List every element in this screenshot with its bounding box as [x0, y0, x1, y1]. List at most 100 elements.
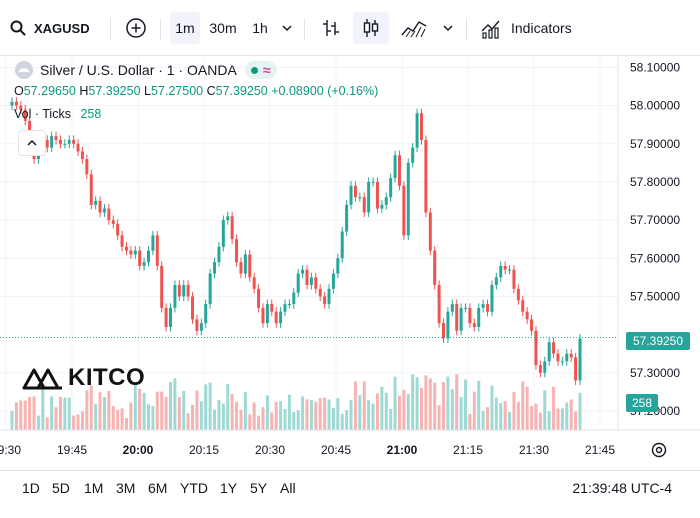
volume-bar [565, 402, 569, 430]
candle-body [362, 197, 366, 213]
volume-bar [530, 406, 534, 430]
settings-icon[interactable] [651, 442, 667, 458]
candle-body [406, 162, 410, 236]
volume-bar [543, 390, 547, 430]
price-chart[interactable]: 58.10000 58.00000 57.90000 57.80000 57.70000… [0, 56, 700, 470]
interval-30m[interactable]: 30m [206, 12, 240, 44]
clock: 21:39:48 UTC-4 [572, 480, 672, 496]
indicators-button[interactable]: Indicators [480, 12, 572, 44]
range-1m[interactable]: 1M [84, 480, 104, 496]
volume-value: 258 [80, 107, 102, 121]
volume-bar [393, 376, 397, 430]
candle-body [538, 365, 542, 373]
x-tick-label: 19:30 [0, 443, 21, 457]
volume-bar [472, 391, 476, 430]
x-tick-label: 20:00 [123, 443, 154, 457]
compare-button[interactable] [122, 12, 150, 44]
volume-bar [384, 392, 388, 430]
candle-body [252, 277, 256, 289]
volume-bar [411, 374, 415, 430]
volume-bar [19, 400, 23, 430]
candle-body [226, 216, 230, 221]
candle-body [89, 174, 93, 205]
candle-body [23, 109, 27, 121]
volume-bar [345, 410, 349, 430]
volume-bar [556, 408, 560, 430]
volume-bar [459, 397, 463, 430]
range-all[interactable]: All [280, 480, 296, 496]
wave-icon: ≈ [262, 62, 271, 78]
candle-body [411, 147, 415, 163]
candle-body [182, 284, 186, 297]
bars-style-button[interactable] [316, 12, 346, 44]
candle-body [446, 311, 450, 339]
ohlc-values: O57.29650 H57.39250 L57.27500 C57.39250 … [14, 84, 378, 98]
volume-bar [424, 375, 428, 430]
range-5d[interactable]: 5D [52, 480, 70, 496]
candle-body [327, 288, 331, 305]
candles-style-button[interactable] [353, 12, 389, 44]
candlesticks [10, 97, 582, 385]
volume-bar [76, 414, 80, 430]
candle-body [85, 159, 89, 175]
volume-bar [274, 401, 278, 430]
area-style-button[interactable] [398, 12, 430, 44]
volume-bar [525, 386, 529, 430]
candle-body [296, 273, 300, 293]
candle-body [437, 284, 441, 324]
chart-legend: Silver / U.S. Dollar · 1 · OANDA ≈ [14, 60, 277, 80]
interval-1m-label: 1m [175, 20, 195, 36]
range-1d[interactable]: 1D [22, 480, 40, 496]
candle-body [138, 250, 142, 266]
candlestick-icon [363, 19, 379, 37]
candle-body [155, 235, 159, 266]
candle-body [534, 330, 538, 366]
volume-bar [226, 383, 230, 430]
volume-bar [151, 406, 155, 430]
volume-bar [446, 376, 450, 430]
chart-style-dropdown[interactable] [440, 12, 456, 44]
candle-body [63, 143, 67, 145]
silver-coin-icon [15, 61, 33, 79]
volume-bar [468, 413, 472, 430]
candle-body [58, 139, 62, 144]
volume-bar [406, 394, 410, 430]
volume-bar [80, 411, 84, 430]
range-6m[interactable]: 6M [148, 480, 168, 496]
volume-bar [186, 413, 190, 430]
volume-bar [32, 396, 36, 430]
volume-bar [428, 378, 432, 430]
candle-body [459, 307, 463, 331]
legend-title: Silver / U.S. Dollar · 1 · OANDA [40, 62, 237, 78]
volume-legend: Vol · Ticks 258 [14, 107, 101, 121]
interval-dropdown[interactable] [278, 12, 296, 44]
volume-bar [309, 400, 313, 430]
candle-body [353, 185, 357, 198]
y-tick-label: 57.70000 [630, 213, 680, 227]
volume-bar [516, 401, 520, 430]
range-ytd[interactable]: YTD [180, 480, 208, 496]
interval-1m[interactable]: 1m [170, 12, 200, 44]
volume-bar [323, 397, 327, 430]
candle-body [508, 269, 512, 271]
candle-body [142, 262, 146, 266]
volume-bar [50, 396, 54, 430]
plus-circle-icon [126, 18, 146, 38]
kitco-logo-mark [22, 368, 62, 390]
candle-body [402, 185, 406, 236]
volume-bar [124, 418, 128, 430]
volume-bar [146, 404, 150, 430]
volume-bar [283, 409, 287, 430]
x-tick-label: 21:15 [453, 443, 483, 457]
range-5y[interactable]: 5Y [250, 480, 268, 496]
volume-bar [72, 415, 76, 430]
collapse-legend-button[interactable] [18, 130, 46, 156]
range-1y[interactable]: 1Y [220, 480, 238, 496]
candle-body [349, 185, 353, 205]
candle-body [274, 311, 278, 324]
volume-bar [415, 377, 419, 430]
symbol-search[interactable]: XAGUSD [10, 12, 90, 44]
open-value: 57.29650 [23, 84, 76, 98]
interval-1h[interactable]: 1h [246, 12, 274, 44]
range-3m[interactable]: 3M [116, 480, 136, 496]
